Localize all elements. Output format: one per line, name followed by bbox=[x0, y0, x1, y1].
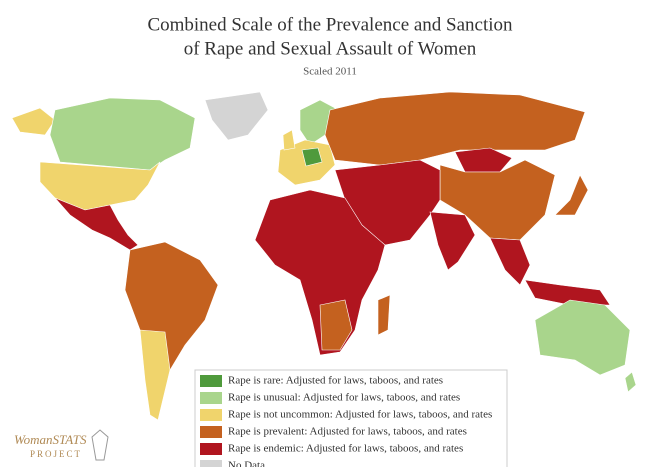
legend-swatch bbox=[200, 409, 222, 421]
legend-swatch bbox=[200, 443, 222, 455]
title-line: of Rape and Sexual Assault of Women bbox=[184, 38, 477, 59]
logo-sub: PROJECT bbox=[30, 449, 82, 459]
legend-swatch bbox=[200, 460, 222, 467]
world-map bbox=[11, 91, 637, 421]
region bbox=[204, 91, 269, 141]
region bbox=[454, 147, 513, 173]
region bbox=[11, 107, 56, 136]
region bbox=[49, 97, 196, 171]
region bbox=[139, 329, 171, 421]
legend-label: Rape is not uncommon: Adjusted for laws,… bbox=[228, 409, 492, 421]
title-line: Combined Scale of the Prevalence and San… bbox=[147, 14, 513, 35]
legend-label: No Data bbox=[228, 460, 265, 467]
region bbox=[534, 299, 631, 376]
legend-label: Rape is rare: Adjusted for laws, taboos,… bbox=[228, 375, 443, 387]
region bbox=[254, 189, 386, 356]
legend-swatch bbox=[200, 426, 222, 438]
legend-label: Rape is unusual: Adjusted for laws, tabo… bbox=[228, 392, 460, 404]
subtitle: Scaled 2011 bbox=[303, 66, 357, 78]
legend-label: Rape is endemic: Adjusted for laws, tabo… bbox=[228, 443, 463, 455]
region bbox=[282, 129, 296, 151]
region bbox=[39, 161, 161, 211]
region bbox=[489, 237, 531, 286]
region bbox=[301, 147, 323, 167]
legend-label: Rape is prevalent: Adjusted for laws, ta… bbox=[228, 426, 467, 438]
legend-box bbox=[194, 369, 508, 467]
region bbox=[54, 197, 139, 251]
region bbox=[377, 294, 391, 336]
logo-icon bbox=[91, 429, 109, 461]
logo-name: WomanSTATS bbox=[14, 432, 87, 447]
legend: Rape is rare: Adjusted for laws, taboos,… bbox=[200, 375, 492, 467]
region bbox=[439, 159, 556, 241]
legend-swatch bbox=[200, 375, 222, 387]
region bbox=[554, 174, 589, 216]
region bbox=[524, 279, 611, 306]
region bbox=[429, 211, 476, 271]
legend-swatch bbox=[200, 392, 222, 404]
region bbox=[319, 299, 353, 351]
region bbox=[324, 91, 586, 166]
region bbox=[624, 371, 637, 393]
